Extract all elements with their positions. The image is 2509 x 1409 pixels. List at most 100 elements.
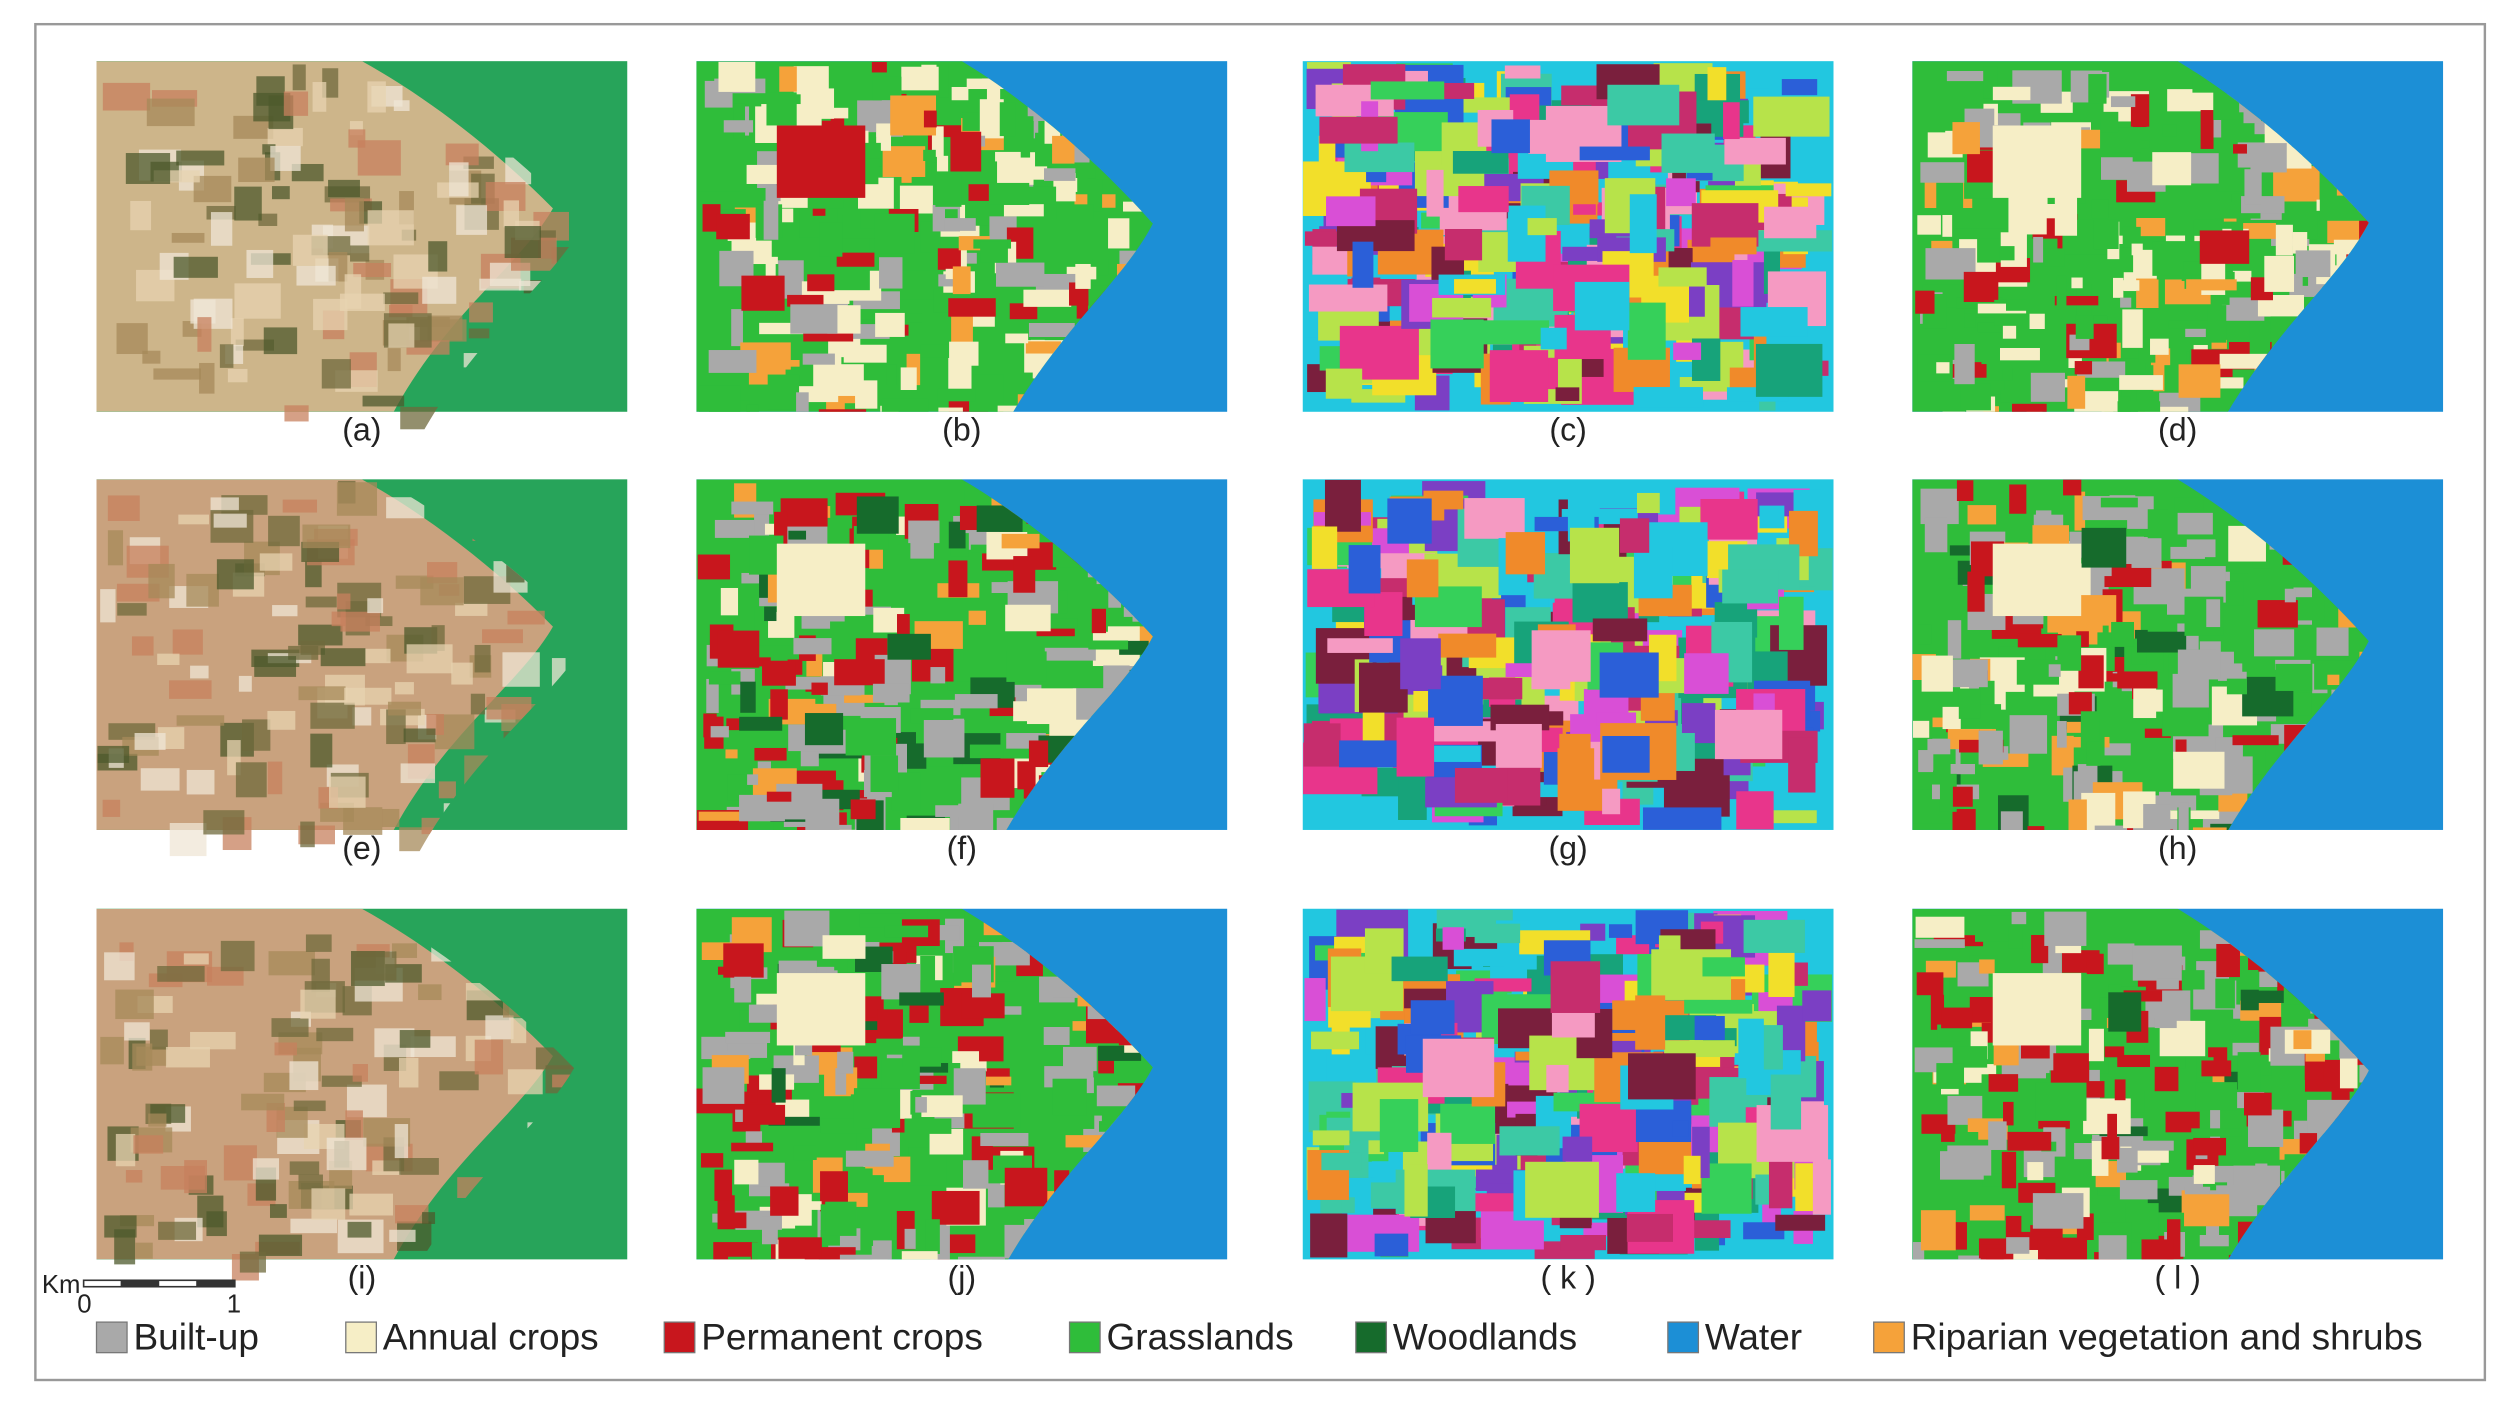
class-patch (1920, 1210, 1956, 1251)
class-patch (2088, 74, 2107, 104)
class-patch (1028, 322, 1075, 338)
class-patch (1915, 916, 1965, 938)
class-patch (859, 913, 907, 928)
class-patch (2066, 721, 2091, 733)
class-patch (761, 1216, 778, 1245)
texture (186, 573, 219, 607)
class-patch (1977, 322, 2019, 333)
class-patch (2081, 792, 2116, 830)
class-patch (742, 1104, 786, 1125)
class-patch (856, 496, 899, 534)
class-patch (855, 380, 878, 409)
segment (1723, 102, 1740, 140)
class-patch (723, 120, 754, 133)
segment (1602, 735, 1650, 773)
scale-start: 0 (77, 1290, 91, 1318)
class-patch (2275, 663, 2313, 691)
segment (1448, 97, 1525, 113)
class-patch (948, 1234, 976, 1254)
class-patch (1958, 1255, 1995, 1260)
class-patch (1075, 263, 1091, 289)
segment (1311, 1031, 1360, 1050)
segment (1629, 194, 1657, 254)
map-panel: (d) (1912, 61, 2444, 448)
texture (100, 1036, 124, 1065)
segment (1482, 677, 1523, 700)
class-patch (2006, 299, 2028, 311)
class-patch (1005, 333, 1029, 344)
segment (1616, 1173, 1656, 1212)
texture (336, 593, 351, 610)
class-patch (818, 409, 867, 412)
class-patch (702, 204, 721, 232)
class-patch (2199, 230, 2250, 264)
segment (1768, 1149, 1793, 1209)
class-patch (2177, 649, 2217, 677)
class-patch (950, 131, 982, 172)
panel-label: (c) (1549, 412, 1587, 448)
legend-swatch (1068, 1321, 1101, 1354)
segment (1358, 662, 1408, 713)
class-patch (938, 63, 949, 98)
class-patch (2190, 566, 2226, 603)
class-patch (2000, 811, 2023, 830)
class-patch (1983, 406, 2000, 412)
segment (1310, 1213, 1348, 1258)
texture (300, 821, 315, 848)
class-patch (2257, 600, 2298, 628)
texture (398, 1057, 419, 1088)
class-patch (910, 708, 954, 724)
class-patch (2293, 1030, 2312, 1050)
texture (282, 499, 318, 513)
class-patch (979, 99, 1004, 139)
texture (298, 1174, 323, 1190)
class-patch (713, 1242, 758, 1260)
texture (386, 497, 425, 519)
texture (394, 682, 414, 695)
class-patch (2104, 1046, 2125, 1058)
class-patch (1954, 343, 1975, 385)
class-patch (739, 1010, 750, 1043)
class-patch (837, 1051, 854, 1074)
texture (394, 1124, 409, 1159)
texture (283, 91, 309, 116)
class-patch (1056, 204, 1094, 220)
class-patch (2011, 911, 2027, 925)
texture (267, 710, 296, 730)
class-patch (2211, 339, 2227, 349)
texture (149, 1029, 168, 1050)
class-patch (1098, 1121, 1112, 1132)
class-patch (1044, 647, 1096, 661)
class-patch (931, 1190, 980, 1225)
texture (316, 1027, 354, 1042)
segment (1738, 1018, 1764, 1079)
class-patch (734, 976, 752, 1003)
texture (176, 715, 225, 726)
class-patch (2219, 353, 2270, 369)
class-patch (734, 1159, 759, 1185)
class-patch (853, 1088, 901, 1128)
class-patch (999, 102, 1016, 137)
texture (420, 577, 464, 606)
texture (510, 1018, 527, 1044)
class-patch (2002, 324, 2017, 339)
class-patch (2114, 1079, 2126, 1101)
segment (1438, 633, 1497, 658)
class-patch (854, 1056, 878, 1079)
class-patch (2101, 1136, 2120, 1160)
texture (269, 1204, 287, 1218)
texture (207, 966, 244, 986)
texture (456, 205, 488, 235)
class-patch (969, 744, 1004, 759)
texture (352, 1064, 369, 1082)
class-patch (1006, 651, 1047, 682)
segment (1714, 709, 1783, 760)
legend-swatch (1873, 1321, 1905, 1354)
class-patch (2083, 1098, 2131, 1135)
texture (312, 82, 327, 112)
class-patch (1052, 1078, 1087, 1116)
class-patch (2178, 802, 2189, 830)
class-patch (852, 1021, 900, 1031)
class-patch (1969, 1205, 2005, 1221)
class-patch (725, 749, 738, 759)
